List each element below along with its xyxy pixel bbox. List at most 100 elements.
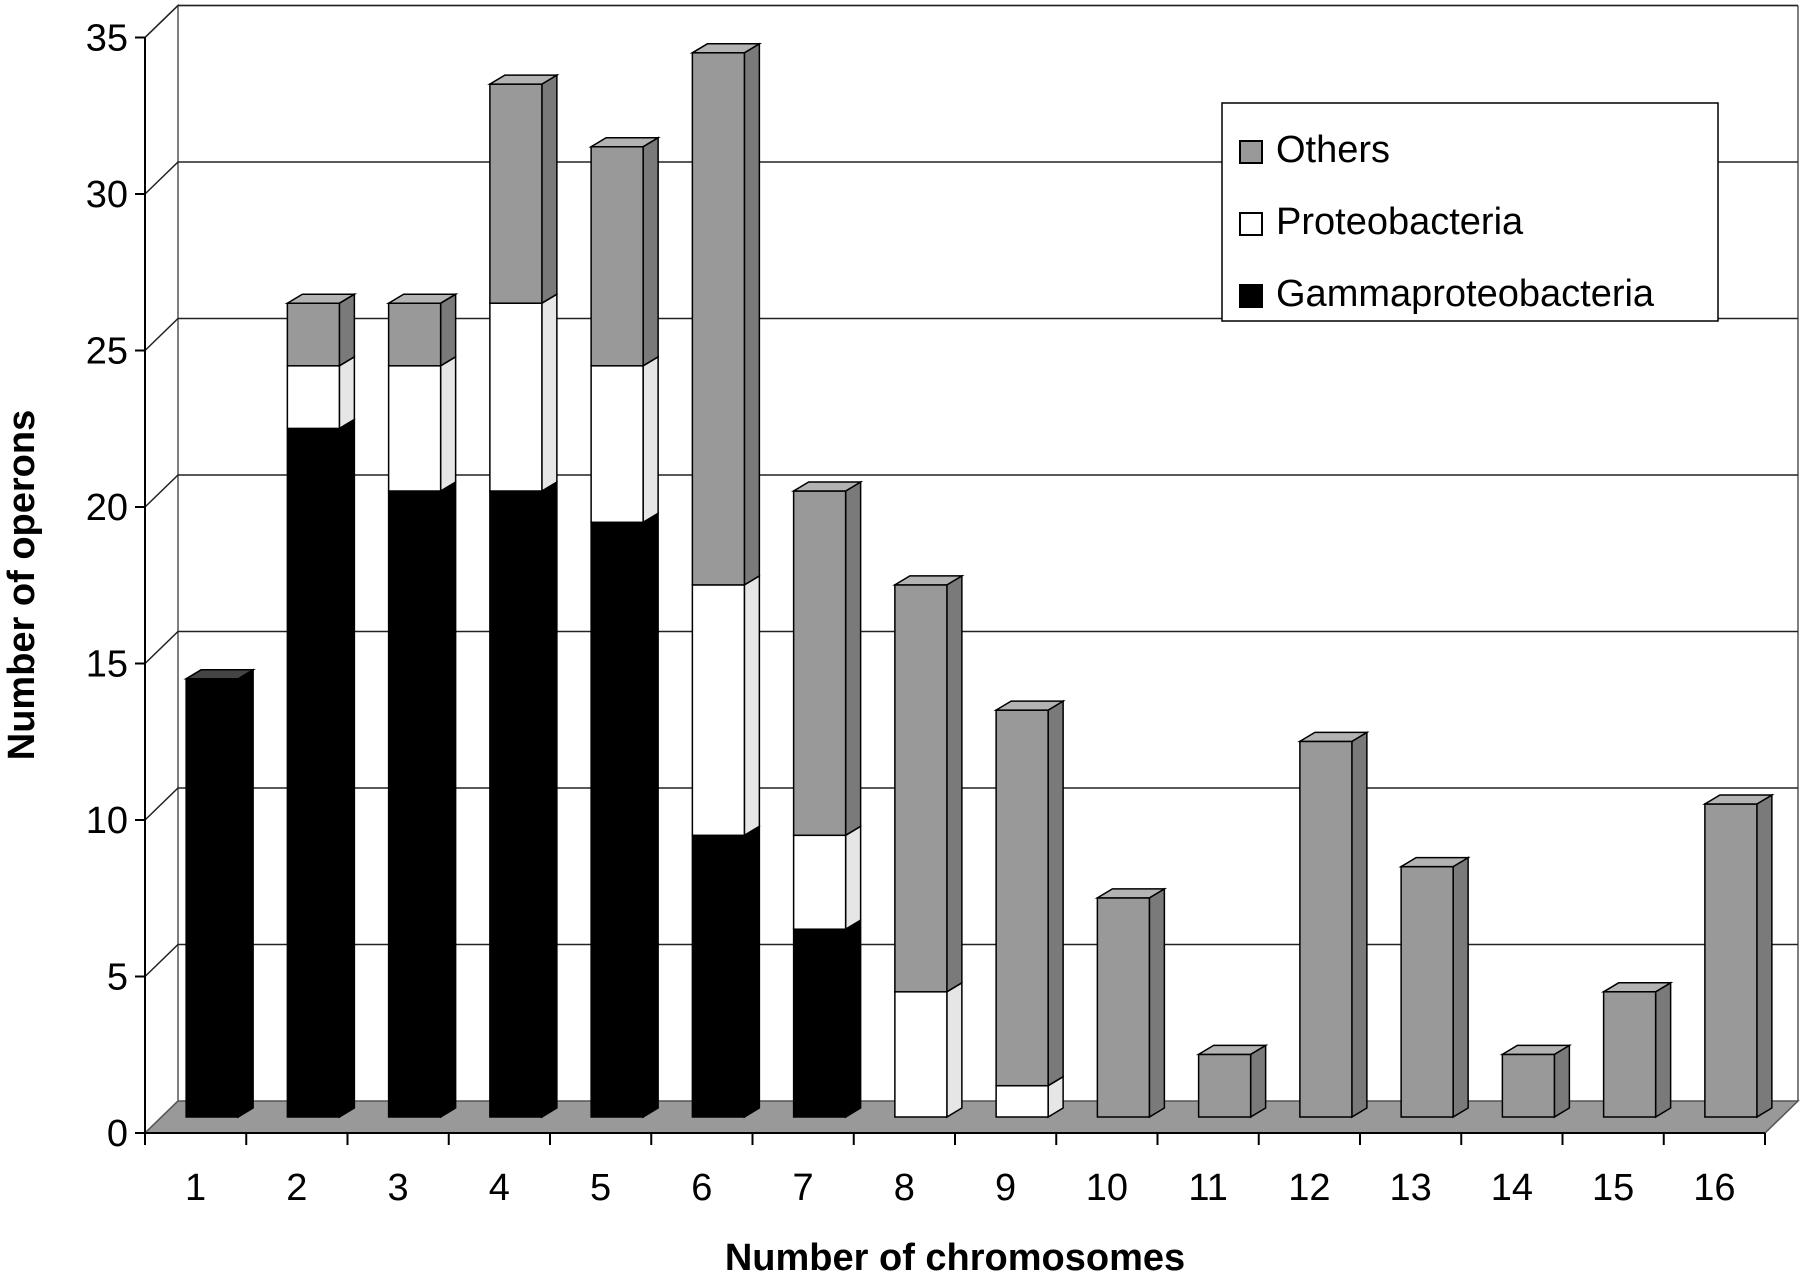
bar-front-face: [1602, 991, 1657, 1118]
bar-side-face: [844, 918, 862, 1119]
bar-segment-gammaproteobacteria: [286, 418, 356, 1119]
bar-side-face: [338, 292, 356, 368]
y-tick-label: 20: [86, 487, 128, 529]
bar-segment-others: [892, 574, 965, 994]
bar-front-face: [286, 302, 341, 367]
bar-segment-proteobacteria: [995, 1075, 1064, 1119]
bars: [183, 42, 1775, 1119]
y-tick-label: 25: [86, 331, 128, 373]
legend-swatch-proteobacteria: [1239, 212, 1263, 236]
bar-segment-others: [588, 136, 661, 368]
y-tick-label: 10: [86, 800, 128, 842]
bar-segment-others: [284, 292, 358, 368]
bar-segment-others: [1094, 887, 1168, 1119]
bar-stack-3: [385, 292, 459, 1119]
bar-side-face: [439, 355, 457, 493]
bar-stack-11: [1195, 1044, 1269, 1119]
bar-top-face: [588, 136, 661, 148]
bar-front-face: [691, 52, 746, 586]
bar-stack-15: [1600, 981, 1674, 1119]
bar-side-face: [1756, 793, 1773, 1119]
bar-front-face: [691, 834, 746, 1118]
bar-side-face: [541, 480, 558, 1119]
legend-label-others: Others: [1276, 129, 1390, 171]
bar-side-face: [338, 418, 356, 1119]
bar-segment-others: [1398, 856, 1471, 1119]
bar-segment-others: [1600, 981, 1674, 1119]
x-tick-label: 15: [1592, 1167, 1634, 1209]
bar-segment-others: [385, 292, 459, 368]
bar-top-face: [1600, 982, 1674, 993]
bar-front-face: [995, 1084, 1049, 1118]
bar-front-face: [1096, 897, 1151, 1118]
bar-top-face: [1195, 1044, 1269, 1056]
y-tick-label: 0: [107, 1113, 128, 1155]
bar-side-face: [946, 574, 963, 994]
legend-swatch-others: [1239, 140, 1263, 164]
bar-front-face: [792, 928, 847, 1118]
x-tick-label: 11: [1188, 1167, 1227, 1209]
x-tick-label: 12: [1288, 1167, 1330, 1209]
bar-stack-8: [892, 574, 965, 1119]
bar-segment-proteobacteria: [387, 355, 457, 493]
bar-stack-2: [284, 292, 358, 1119]
bar-front-face: [387, 365, 442, 492]
bar-segment-gammaproteobacteria: [387, 480, 457, 1119]
bar-segment-gammaproteobacteria: [792, 918, 862, 1119]
bar-top-face: [284, 293, 358, 304]
x-tick-label: 13: [1389, 1167, 1431, 1209]
bar-segment-proteobacteria: [590, 355, 659, 524]
bar-top-face: [1499, 1044, 1573, 1056]
x-tick-label: 9: [995, 1167, 1016, 1209]
bar-top-face: [993, 700, 1066, 711]
bar-segment-gammaproteobacteria: [183, 668, 256, 1119]
legend-swatch-gammaproteobacteria: [1239, 284, 1263, 308]
bar-front-face: [286, 427, 341, 1118]
bar-front-face: [185, 678, 239, 1118]
bar-front-face: [489, 83, 543, 304]
bar-front-face: [590, 365, 644, 524]
bar-front-face: [1197, 1053, 1252, 1118]
bar-stack-9: [993, 699, 1066, 1119]
bar-side-face: [439, 480, 457, 1119]
bar-side-face: [1047, 699, 1064, 1088]
bar-side-face: [743, 42, 761, 587]
bar-stack-7: [790, 480, 864, 1119]
gridline-15: [144, 630, 1798, 665]
bar-front-face: [590, 145, 644, 367]
x-tick-label: 6: [691, 1167, 712, 1209]
bar-front-face: [1400, 865, 1454, 1118]
bar-side-face: [1249, 1044, 1267, 1119]
bar-front-face: [489, 302, 543, 492]
bar-side-face: [541, 73, 558, 305]
gridline-20: [144, 474, 1798, 508]
bar-side-face: [439, 292, 457, 368]
y-tick-label: 35: [86, 18, 128, 60]
bar-front-face: [691, 584, 746, 837]
bar-top-face: [1702, 794, 1775, 805]
bar-side-face: [743, 574, 761, 837]
bar-side-face: [1148, 887, 1166, 1119]
bar-top-face: [1398, 856, 1471, 868]
gridlines: [144, 4, 1798, 978]
x-tick-label: 1: [185, 1167, 206, 1209]
legend: Others Proteobacteria Gammaproteobacteria: [1221, 102, 1719, 322]
bar-stack-16: [1702, 793, 1775, 1119]
bar-front-face: [792, 490, 847, 837]
bar-front-face: [387, 302, 442, 367]
bar-segment-gammaproteobacteria: [489, 480, 558, 1119]
bar-stack-1: [183, 668, 256, 1119]
axes: [135, 36, 1766, 1145]
y-tick-label: 5: [107, 957, 128, 999]
bar-segment-others: [1297, 731, 1370, 1119]
bar-segment-proteobacteria: [691, 574, 761, 837]
bar-side-face: [1452, 856, 1469, 1119]
side-wall: [144, 3, 179, 1135]
bar-side-face: [844, 824, 862, 931]
bar-segment-others: [689, 42, 763, 587]
bar-segment-others: [790, 480, 864, 837]
bar-segment-proteobacteria: [489, 292, 558, 493]
bar-front-face: [894, 991, 948, 1118]
